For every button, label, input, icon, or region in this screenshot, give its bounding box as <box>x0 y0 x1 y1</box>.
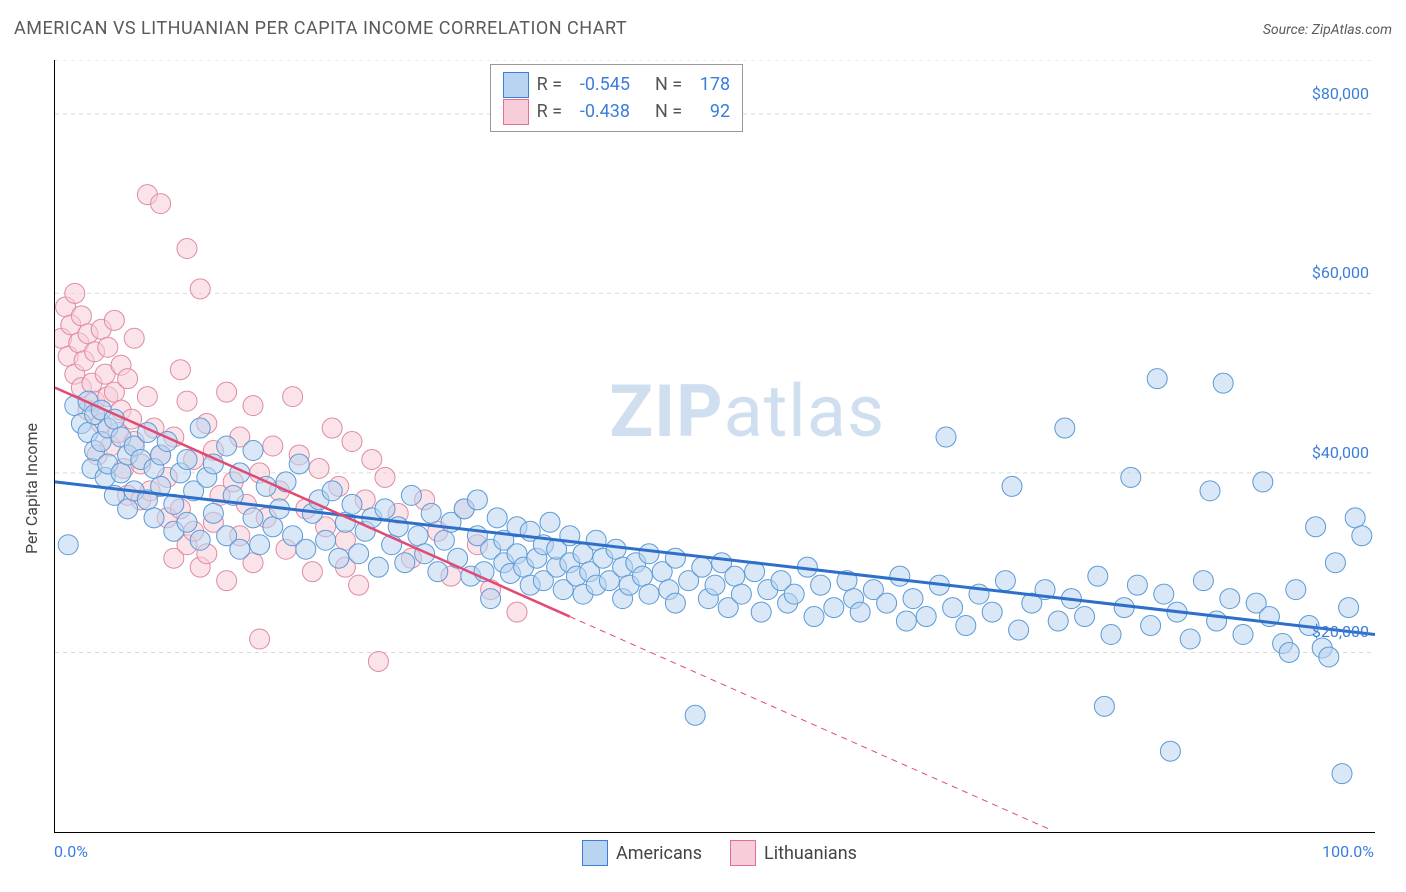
x-tick-label: 0.0% <box>54 842 88 861</box>
n-label: N = <box>655 71 682 98</box>
x-tick-label: 100.0% <box>1314 842 1374 861</box>
r-label: R = <box>537 98 562 125</box>
legend-item: Lithuanians <box>730 840 857 866</box>
n-label: N = <box>655 98 682 125</box>
series-swatch <box>503 99 529 125</box>
legend-item: Americans <box>582 840 702 866</box>
y-tick-label: $60,000 <box>1294 263 1369 282</box>
r-value: -0.438 <box>570 98 630 125</box>
scatter-plot: ZIPatlas <box>54 60 1375 833</box>
y-tick-label: $40,000 <box>1294 443 1369 462</box>
legend-swatch <box>582 840 608 866</box>
y-tick-label: $20,000 <box>1294 622 1369 641</box>
correlation-stats-box: R = -0.545 N = 178 R = -0.438 N = 92 <box>490 64 744 132</box>
y-tick-label: $80,000 <box>1294 84 1369 103</box>
legend-swatch <box>730 840 756 866</box>
y-axis-label: Per Capita Income <box>22 423 41 554</box>
n-value: 178 <box>690 71 730 98</box>
legend-label: Americans <box>616 843 702 864</box>
source-attribution: Source: ZipAtlas.com <box>1263 22 1392 38</box>
r-label: R = <box>537 71 562 98</box>
n-value: 92 <box>690 98 730 125</box>
legend-label: Lithuanians <box>764 843 857 864</box>
stats-row: R = -0.438 N = 92 <box>503 98 731 125</box>
series-legend: Americans Lithuanians <box>582 840 857 866</box>
stats-row: R = -0.545 N = 178 <box>503 71 731 98</box>
r-value: -0.545 <box>570 71 630 98</box>
chart-title: AMERICAN VS LITHUANIAN PER CAPITA INCOME… <box>14 18 627 39</box>
series-swatch <box>503 72 529 98</box>
